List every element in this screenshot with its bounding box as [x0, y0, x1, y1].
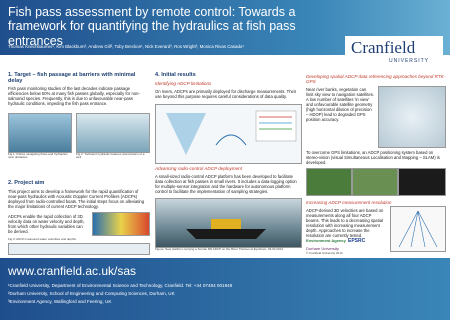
- figure: [8, 113, 72, 153]
- figure: [76, 113, 150, 153]
- logo: Cranfield: [351, 38, 416, 57]
- logo-sub: UNIVERSITY: [389, 58, 430, 64]
- text: Near river banks, vegetation can limit s…: [306, 87, 374, 123]
- text: A small-sized radio-control ADCP platfor…: [155, 174, 297, 195]
- figure: [155, 104, 302, 164]
- text: This project aims to develop a framework…: [8, 189, 145, 210]
- text: Fish pass monitoring studies of the last…: [8, 86, 140, 107]
- figure: [8, 243, 150, 255]
- authors: Thomas Kriechbaumer¹, Kim Blackburn², An…: [8, 44, 244, 49]
- caption: Fig.2: Turbulent hydraulic features down…: [76, 152, 145, 160]
- logo-box: Cranfield UNIVERSITY: [345, 36, 443, 70]
- beam-diagram: [398, 210, 438, 248]
- text: ADCPs enable the rapid collection of 3D …: [8, 214, 85, 235]
- caption: Fig.3: ADCP-measured water velocities an…: [8, 237, 76, 241]
- caption: Figure: New platform carrying a Sontek M…: [155, 247, 283, 251]
- logo-epsrc: EPSRC: [348, 238, 366, 244]
- figure: [92, 212, 150, 236]
- affiliation: ¹Cranfield University, Department of Env…: [8, 283, 233, 288]
- title: Fish pass assessment by remote control: …: [8, 5, 296, 48]
- logo-durham: Durham University: [306, 246, 339, 251]
- photo: [306, 168, 352, 196]
- photo: [398, 168, 446, 196]
- photo: [155, 198, 302, 248]
- subheading: Identifying ADCP limitations: [155, 81, 212, 86]
- boat: [186, 219, 266, 239]
- caption: Fig.1: Fishes navigating flows and hydra…: [8, 152, 68, 160]
- affiliation: ²Durham University, School of Engineerin…: [8, 291, 175, 296]
- footer-band: [0, 258, 450, 320]
- diagram: [166, 110, 297, 155]
- figure: [390, 206, 446, 252]
- copyright: © Cranfield University 2014: [306, 251, 343, 255]
- text: On rivers, ADCPs are primarily deployed …: [155, 89, 297, 100]
- text: ADCP-derived 3D velocities are based on …: [306, 208, 384, 239]
- subheading: Increasing ADCP measurement resolution: [306, 200, 392, 205]
- text: To overcome GPS limitations, an ADCP pos…: [306, 150, 440, 166]
- figure: [378, 86, 446, 148]
- subheading: Developing spatial ADCP data referencing…: [306, 74, 446, 84]
- heading: 1. Target – fish passage at barriers wit…: [8, 72, 136, 84]
- heading: 4. Initial results: [155, 72, 196, 78]
- url[interactable]: www.cranfield.ac.uk/sas: [8, 264, 137, 278]
- heading: 2. Project aim: [8, 180, 45, 186]
- logo-ea: Environment Agency: [306, 238, 346, 243]
- subheading: Advancing radio-control ADCP deployment: [155, 166, 242, 171]
- photo: [352, 168, 398, 196]
- affiliation: ³Environment Agency, Wallingford and Fee…: [8, 299, 112, 304]
